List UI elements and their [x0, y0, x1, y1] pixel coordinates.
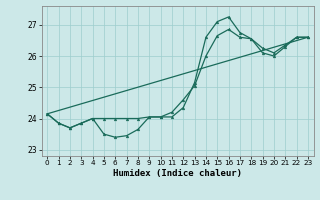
- X-axis label: Humidex (Indice chaleur): Humidex (Indice chaleur): [113, 169, 242, 178]
